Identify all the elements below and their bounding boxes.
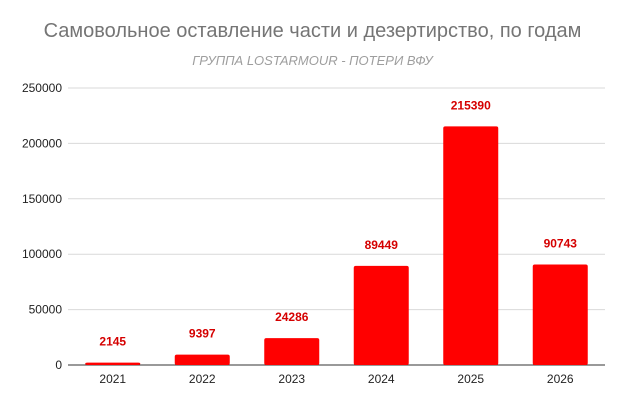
bar — [443, 126, 499, 366]
data-label: 24286 — [275, 310, 309, 324]
bar — [532, 264, 588, 365]
data-label: 2145 — [99, 335, 126, 349]
x-tick-label: 2026 — [547, 372, 574, 386]
x-tick-label: 2025 — [457, 372, 484, 386]
y-tick-label: 200000 — [22, 136, 62, 150]
bar — [174, 354, 230, 365]
data-label: 90743 — [544, 236, 578, 250]
data-label: 215390 — [451, 98, 491, 112]
data-label: 89449 — [365, 238, 399, 252]
chart-title: Самовольное оставление части и дезертирс… — [43, 20, 582, 42]
y-tick-label: 50000 — [29, 303, 63, 317]
y-tick-label: 100000 — [22, 247, 62, 261]
chart-subtitle: ГРУППА LOSTARMOUR - ПОТЕРИ ВФУ — [192, 53, 433, 68]
bar — [85, 362, 141, 365]
x-tick-label: 2023 — [278, 372, 305, 386]
y-tick-label: 250000 — [22, 81, 62, 95]
x-tick-label: 2024 — [368, 372, 395, 386]
data-label: 9397 — [189, 327, 216, 341]
y-tick-label: 0 — [55, 358, 62, 372]
x-tick-label: 2022 — [189, 372, 216, 386]
x-tick-label: 2021 — [99, 372, 126, 386]
bar — [353, 265, 409, 365]
y-tick-label: 150000 — [22, 192, 62, 206]
bar — [264, 338, 320, 365]
